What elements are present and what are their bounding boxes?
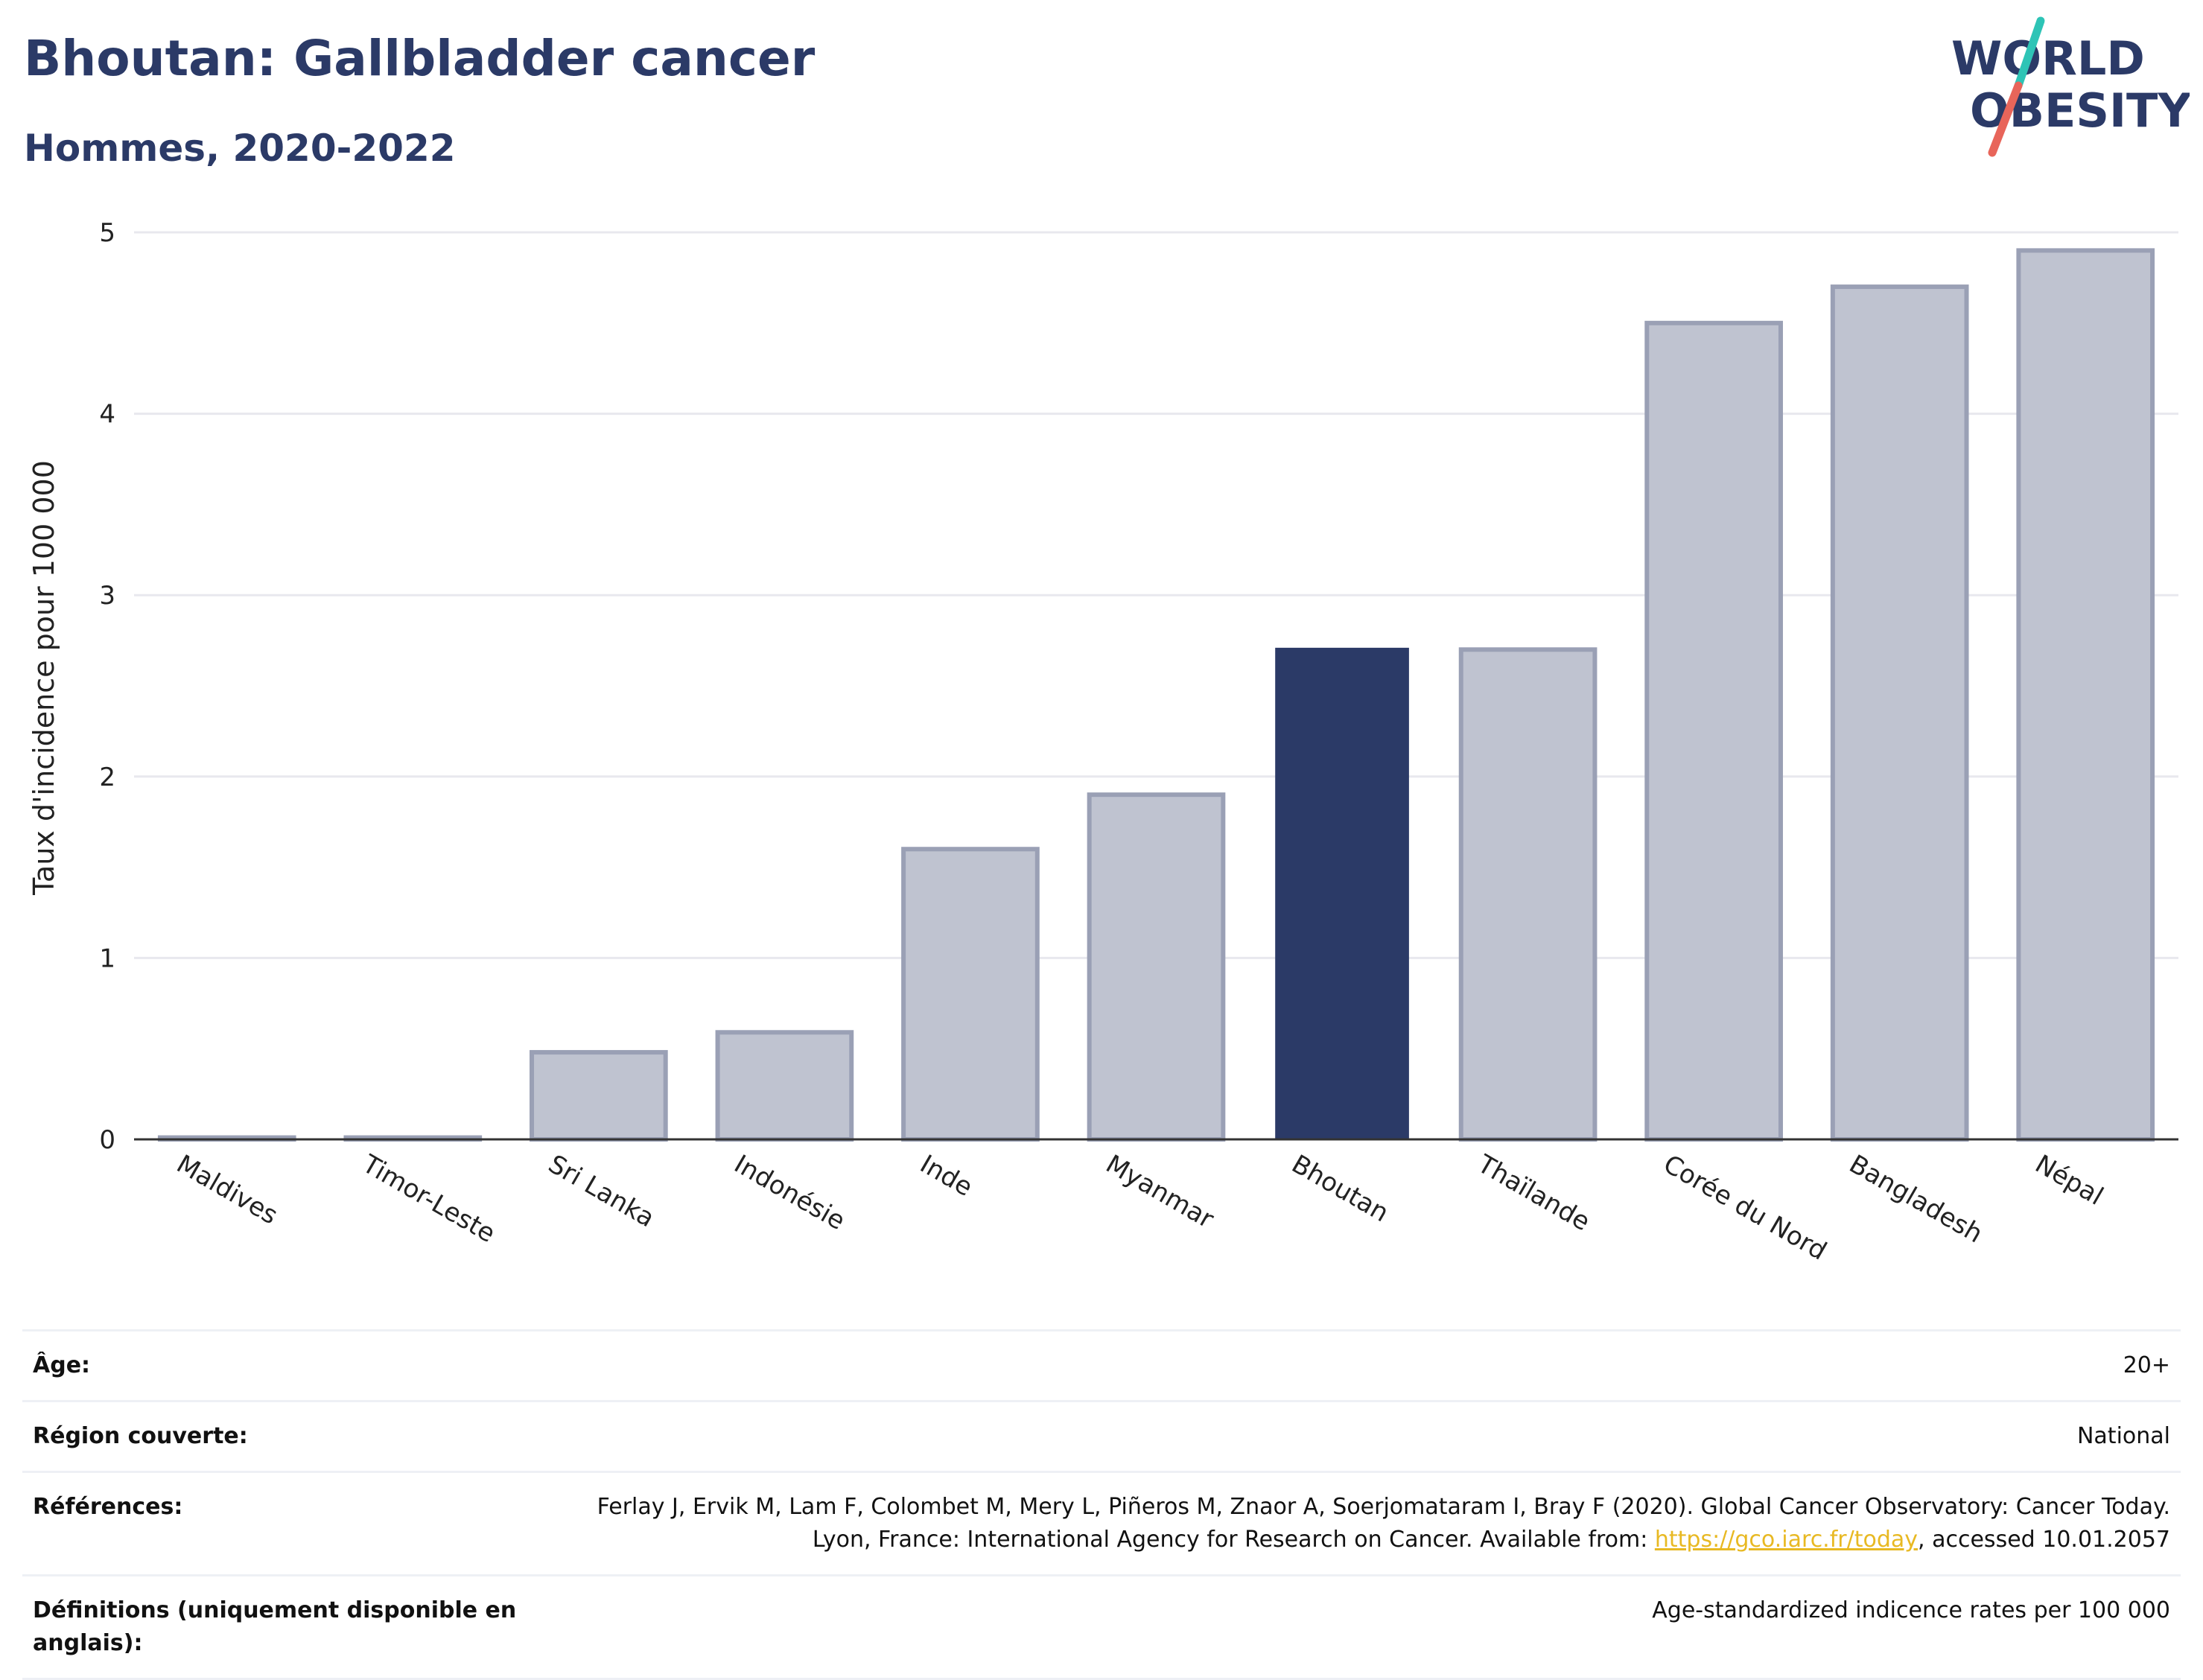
meta-region-label: Région couverte:: [33, 1423, 248, 1449]
bar-bhoutan: [1275, 647, 1409, 1139]
x-tick-label: Népal: [2030, 1149, 2108, 1212]
meta-refs-text-2: , accessed 10.01.2057: [1918, 1527, 2170, 1553]
logo-slash-red: [1988, 81, 2023, 157]
bar-myanmar: [1087, 792, 1226, 1142]
x-tick-label: Myanmar: [1101, 1149, 1218, 1235]
bar-layer: [157, 248, 2155, 1142]
meta-refs-value: Ferlay J, Ervik M, Lam F, Colombet M, Me…: [532, 1491, 2170, 1556]
y-tick-label: 3: [99, 581, 115, 611]
meta-age-value: 20+: [2123, 1352, 2170, 1378]
x-tick-label: Indonésie: [729, 1149, 850, 1236]
bar-bangladesh: [1830, 284, 1969, 1142]
meta-row-age: Âge: 20+: [22, 1329, 2181, 1400]
chart-title: Bhoutan: Gallbladder cancer: [24, 30, 816, 87]
y-tick-label: 1: [99, 944, 115, 973]
logo-slash-teal: [2014, 16, 2045, 90]
meta-defs-label: Définitions (uniquement disponible en an…: [33, 1597, 517, 1656]
meta-defs-value: Age-standardized indicence rates per 100…: [1652, 1597, 2170, 1623]
bar-n-pal: [2016, 248, 2155, 1142]
meta-row-definitions: Définitions (uniquement disponible en an…: [22, 1574, 2181, 1680]
y-tick-label: 5: [99, 218, 115, 248]
bar-inde: [901, 847, 1040, 1142]
meta-row-references: Références: Ferlay J, Ervik M, Lam F, Co…: [22, 1471, 2181, 1574]
x-tick-label: Sri Lanka: [543, 1149, 659, 1233]
bar-tha-lande: [1458, 647, 1598, 1142]
y-tick-label: 2: [99, 763, 115, 792]
x-tick-label: Timor-Leste: [357, 1149, 500, 1249]
logo-line1: WORLD: [1951, 31, 2145, 86]
meta-refs-text-1: Ferlay J, Ervik M, Lam F, Colombet M, Me…: [597, 1494, 2170, 1553]
meta-refs-label: Références:: [33, 1494, 183, 1520]
x-tick-label: Maldives: [171, 1149, 282, 1230]
y-tick-label: 0: [99, 1125, 115, 1155]
bar-sri-lanka: [530, 1050, 668, 1142]
bar-chart: 0 1 2 3 4 5 Maldives Timor-Leste Sri Lanka Indoné…: [28, 218, 2178, 1267]
metadata-table: Âge: 20+ Région couverte: National Référ…: [22, 1329, 2181, 1680]
meta-refs-link[interactable]: https://gco.iarc.fr/today: [1654, 1527, 1919, 1553]
x-tick-label: Corée du Nord: [1659, 1149, 1832, 1266]
x-tick-label: Bangladesh: [1844, 1149, 1988, 1249]
y-tick-label: 4: [99, 400, 115, 430]
chart-subtitle: Hommes, 2020-2022: [24, 127, 456, 170]
meta-region-value: National: [2076, 1423, 2170, 1449]
x-tick-label: Bhoutan: [1287, 1149, 1394, 1228]
y-axis-label: Taux d'incidence pour 100 000: [28, 460, 60, 896]
x-tick-label: Inde: [915, 1149, 977, 1203]
x-tick-label: Thaïlande: [1472, 1149, 1595, 1238]
bar-indon-sie: [715, 1030, 854, 1142]
meta-row-region: Région couverte: National: [22, 1400, 2181, 1471]
meta-age-label: Âge:: [33, 1352, 91, 1378]
world-obesity-logo: WORLD OBESITY: [1951, 16, 2190, 157]
bar-cor-e-du-nord: [1644, 320, 1783, 1142]
